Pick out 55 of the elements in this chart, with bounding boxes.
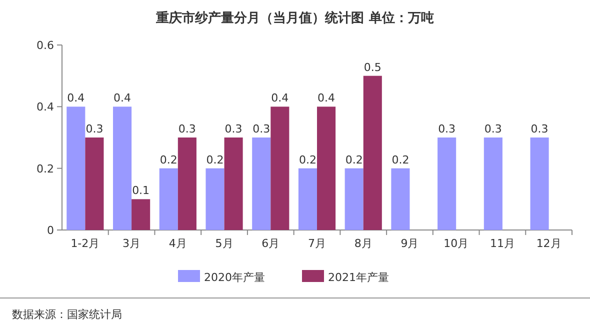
bar [224, 138, 243, 230]
data-label: 0.3 [484, 122, 502, 136]
bar [85, 138, 104, 230]
data-label: 0.2 [206, 153, 224, 166]
data-label: 0.2 [345, 153, 363, 166]
data-label: 0.2 [160, 153, 178, 166]
data-label: 0.1 [132, 184, 150, 198]
bar [344, 168, 364, 230]
bar [298, 168, 317, 230]
bar [484, 138, 502, 230]
bar [206, 168, 224, 230]
y-tick-label: 0.6 [36, 39, 54, 52]
x-tick-label: 5月 [215, 237, 234, 250]
data-label: 0.5 [364, 60, 382, 74]
bar [391, 168, 410, 230]
data-label: 0.4 [271, 92, 289, 105]
data-label: 0.3 [252, 122, 270, 136]
data-label: 0.4 [67, 92, 85, 105]
x-tick-label: 8月 [354, 237, 372, 250]
data-label: 0.4 [318, 92, 336, 105]
legend-label: 2020年产量 [204, 271, 265, 284]
y-tick-label: 0 [47, 224, 54, 237]
x-tick-label: 12月 [536, 237, 562, 250]
bar [159, 168, 178, 230]
bar [132, 199, 150, 230]
y-tick-label: 0.4 [36, 100, 54, 114]
x-tick-label: 1-2月 [70, 237, 100, 250]
data-label: 0.4 [114, 92, 132, 105]
bar [252, 138, 271, 230]
x-tick-label: 7月 [308, 237, 326, 250]
bar [438, 138, 456, 230]
data-label: 0.3 [178, 122, 196, 136]
bar [113, 106, 132, 230]
data-label: 0.3 [438, 122, 456, 136]
x-tick-label: 9月 [400, 237, 419, 250]
x-tick-label: 11月 [490, 237, 515, 250]
bar [178, 138, 196, 230]
bar [317, 106, 336, 230]
data-label: 0.3 [86, 122, 104, 136]
x-tick-label: 10月 [444, 237, 469, 250]
bar [66, 106, 86, 230]
y-tick-label: 0.2 [36, 162, 54, 176]
bar [363, 76, 382, 230]
x-tick-label: 3月 [122, 237, 141, 250]
data-label: 0.3 [530, 122, 548, 136]
chart-title: 重庆市纱产量分月（当月值）统计图 单位：万吨 [155, 10, 434, 26]
legend-label: 2021年产量 [328, 271, 389, 284]
bar [530, 138, 549, 230]
x-tick-label: 6月 [262, 237, 280, 250]
bar [270, 106, 290, 230]
data-label: 0.2 [298, 153, 316, 166]
source-note: 数据来源：国家统计局 [12, 308, 122, 321]
data-label: 0.2 [392, 153, 410, 166]
x-tick-label: 4月 [168, 237, 187, 250]
data-label: 0.3 [224, 122, 242, 136]
